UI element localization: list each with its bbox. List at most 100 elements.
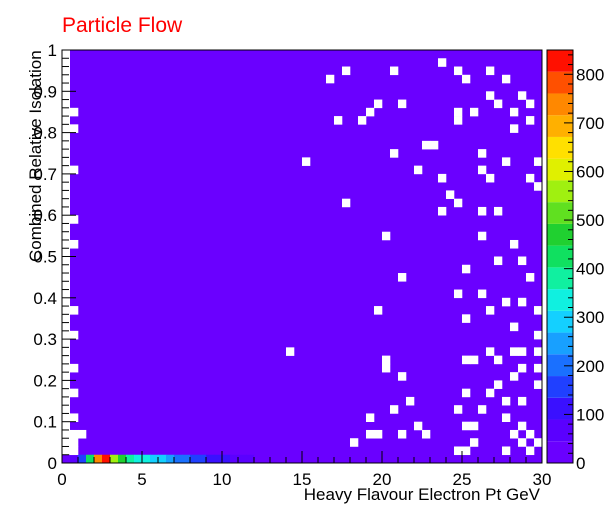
colorbar-segment: [547, 223, 573, 246]
heatmap-cell: [182, 454, 191, 463]
x-tick-label: 25: [453, 470, 472, 489]
empty-bin: [70, 239, 79, 249]
colorbar-segment: [547, 354, 573, 377]
x-axis-label: Heavy Flavour Electron Pt GeV: [303, 485, 540, 504]
empty-bin: [406, 396, 415, 406]
heatmap-cell: [238, 454, 247, 463]
colorbar-segment: [547, 50, 573, 72]
colorbar-segment: [547, 180, 573, 203]
empty-bin: [518, 438, 527, 447]
x-tick-label: 20: [373, 470, 392, 489]
colorbar-segment: [547, 441, 573, 463]
empty-bin: [374, 306, 383, 315]
x-tick-label: 5: [137, 470, 146, 489]
empty-bin: [438, 173, 447, 183]
colorbar-segment: [547, 267, 573, 290]
empty-bin: [502, 396, 511, 406]
heatmap-cell: [94, 454, 103, 463]
empty-bin: [518, 256, 527, 266]
y-tick-label: 0.1: [33, 413, 57, 432]
empty-bin: [398, 99, 407, 109]
colorbar-tick-label: 600: [576, 162, 604, 181]
empty-bin: [534, 438, 543, 447]
empty-bin: [430, 140, 439, 150]
colorbar-segment: [547, 93, 573, 116]
heatmap-cell: [126, 454, 135, 463]
empty-bin: [526, 446, 535, 456]
empty-bin: [502, 157, 511, 166]
empty-bin: [374, 99, 383, 109]
y-tick-label: 0.3: [33, 330, 57, 349]
colorbar-segment: [547, 158, 573, 181]
empty-bin: [470, 355, 479, 365]
empty-bin: [70, 429, 79, 439]
colorbar-segment: [547, 397, 573, 420]
empty-bin: [494, 99, 503, 109]
empty-bin: [518, 396, 527, 406]
y-tick-label: 0: [48, 454, 57, 473]
empty-bin: [454, 107, 463, 117]
empty-bin: [462, 74, 471, 84]
empty-bin: [374, 429, 383, 439]
heatmap-cell: [118, 454, 127, 463]
empty-bin: [534, 157, 543, 166]
colorbar-tick-label: 200: [576, 357, 604, 376]
empty-bin: [534, 330, 543, 340]
colorbar-tick-label: 0: [576, 454, 585, 473]
empty-bin: [518, 91, 527, 100]
empty-bin: [286, 347, 295, 356]
empty-bin: [534, 347, 543, 356]
empty-bin: [526, 273, 535, 282]
empty-bin: [454, 289, 463, 299]
empty-bin: [478, 405, 487, 414]
x-tick-label: 10: [213, 470, 232, 489]
colorbar-segment: [547, 202, 573, 224]
empty-bin: [510, 429, 519, 439]
empty-bin: [478, 149, 487, 158]
empty-bin: [70, 363, 79, 373]
empty-bin: [478, 231, 487, 241]
heatmap-cell: [158, 454, 167, 463]
empty-bin: [454, 198, 463, 208]
empty-bin: [414, 165, 423, 175]
colorbar-segment: [547, 136, 573, 159]
empty-bin: [70, 165, 79, 175]
empty-bin: [526, 116, 535, 125]
y-tick-label: 0.2: [33, 371, 57, 390]
empty-bin: [534, 182, 543, 191]
colorbar-segment: [547, 245, 573, 268]
colorbar-segment: [547, 310, 573, 333]
colorbar-tick-label: 100: [576, 405, 604, 424]
empty-bin: [414, 421, 423, 431]
heatmap-cell: [62, 454, 70, 463]
colorbar-tick-label: 500: [576, 211, 604, 230]
empty-bin: [494, 206, 503, 216]
empty-bin: [502, 74, 511, 84]
colorbar-tick-label: 400: [576, 260, 604, 279]
empty-bin: [454, 405, 463, 414]
empty-bin: [302, 157, 311, 166]
heatmap-cell: [230, 454, 239, 463]
empty-bin: [502, 446, 511, 456]
empty-bin: [526, 429, 535, 439]
empty-bin: [454, 116, 463, 125]
empty-bin: [518, 421, 527, 431]
empty-bin: [462, 388, 471, 398]
heatmap-cell: [86, 454, 95, 463]
empty-bin: [398, 429, 407, 439]
empty-bin: [398, 372, 407, 381]
empty-bin: [70, 124, 79, 133]
empty-bin: [494, 256, 503, 266]
x-tick-label: 15: [293, 470, 312, 489]
empty-bin: [478, 206, 487, 216]
colorbar: [546, 49, 574, 464]
empty-bin: [70, 215, 79, 224]
y-tick-label: 0.6: [33, 206, 57, 225]
heatmap-cell: [142, 454, 151, 463]
heatmap-cell: [134, 454, 143, 463]
y-tick-label: 0.9: [33, 82, 57, 101]
empty-bin: [510, 124, 519, 133]
empty-bin: [478, 289, 487, 299]
empty-bin: [510, 347, 519, 356]
